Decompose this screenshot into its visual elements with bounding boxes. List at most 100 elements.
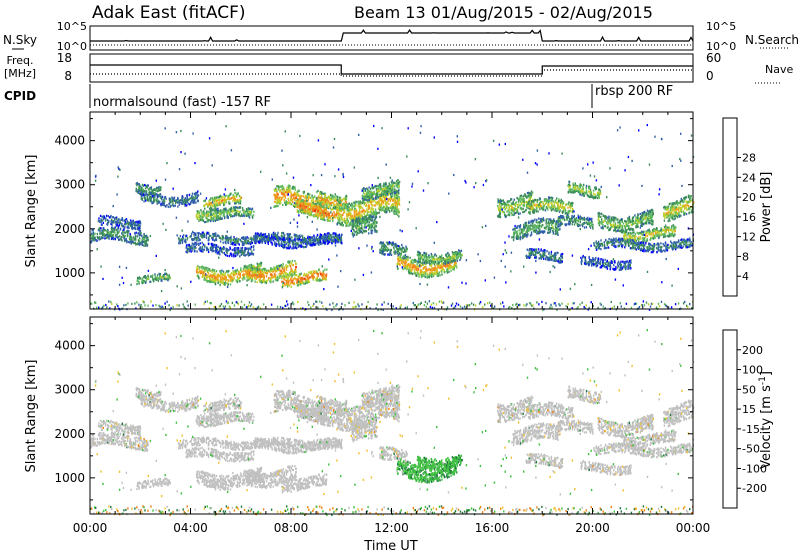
power-cell-995 [168, 198, 171, 201]
power-cell-732 [122, 219, 124, 222]
power-cell-2911 [355, 214, 357, 217]
power-cell-764 [110, 222, 112, 225]
power-cell-3607 [233, 238, 235, 241]
power-cell-363 [134, 236, 137, 240]
power-cell-2211 [323, 215, 326, 218]
power-cell-217 [470, 302, 473, 305]
power-cell-2232 [328, 213, 330, 216]
power-cell-3981 [218, 252, 220, 255]
power-cell-1399 [204, 199, 207, 202]
power-cell-312 [643, 304, 646, 307]
power-cell-1431 [236, 200, 239, 203]
power-cell-1714 [287, 197, 289, 200]
noise-left-tick-top: 10^5 [57, 20, 87, 33]
power-cell-3608 [179, 240, 181, 243]
power-cell-178 [416, 305, 418, 308]
power-cell-4655 [238, 271, 240, 274]
power-cell-161 [381, 303, 383, 306]
power-cell-4150 [336, 236, 338, 239]
power-cell-474 [134, 241, 137, 244]
power-cell-4333 [292, 244, 294, 247]
power-cell-1145 [159, 189, 162, 192]
power-cell-4346 [260, 238, 263, 241]
power-cell-1902 [303, 190, 305, 193]
power-cell-3105 [368, 199, 370, 202]
power-cell-1007 [181, 199, 183, 202]
power-cell-2921 [350, 215, 352, 218]
power-cell-42 [158, 304, 160, 307]
power-cell-499 [118, 235, 121, 238]
power-cell-4030 [241, 247, 243, 250]
power-cell-615 [90, 240, 92, 243]
power-cell-1439 [223, 201, 226, 204]
power-cell-1170 [208, 211, 210, 214]
power-cell-789 [130, 221, 133, 225]
power-cell-337 [689, 303, 691, 306]
power-cell-3050 [388, 210, 391, 213]
power-cell-194 [437, 308, 440, 311]
power-cell-2425 [320, 194, 323, 197]
power-cell-758 [114, 217, 117, 220]
power-cell-2319 [335, 199, 337, 202]
power-cell-2757 [345, 207, 347, 210]
power-cell-2691 [386, 209, 388, 212]
power-cell-485 [135, 235, 137, 238]
power-cell-618 [130, 239, 132, 242]
power-cell-1947 [274, 200, 276, 203]
power-cell-777 [100, 218, 102, 221]
power-cell-4659 [234, 272, 236, 275]
power-cell-1561 [230, 213, 233, 216]
power-cell-2217 [306, 199, 308, 202]
power-cell-4649 [256, 262, 258, 265]
power-cell-1237 [215, 211, 218, 214]
power-cell-2339 [320, 201, 323, 204]
power-cell-987 [141, 197, 143, 200]
power-cell-2226 [296, 200, 298, 203]
power-cell-4096 [274, 241, 276, 244]
power-cell-4277 [255, 240, 257, 243]
power-cell-3010 [341, 216, 343, 219]
power-cell-565 [115, 235, 117, 238]
power-cell-3775 [189, 235, 191, 238]
power-cell-4326 [298, 243, 300, 246]
power-cell-2090 [326, 206, 328, 209]
power-cell-68 [213, 305, 215, 308]
freq-label-2: [MHz] [4, 67, 36, 80]
power-cell-1218 [214, 215, 216, 218]
power-cell-3613 [185, 241, 187, 244]
power-cell-776 [139, 227, 141, 230]
power-cell-983 [165, 197, 167, 200]
power-cell-836 [194, 194, 197, 197]
power-cell-162 [382, 308, 384, 311]
power-cell-49 [168, 304, 170, 307]
power-cell-1656 [291, 194, 294, 197]
power-cell-4593 [243, 273, 245, 276]
power-cell-3967 [215, 251, 217, 254]
power-cell-1582 [249, 207, 251, 210]
power-cell-1531 [226, 215, 228, 218]
power-cell-4734 [233, 274, 235, 277]
power-cell-1884 [312, 197, 314, 201]
power-cell-13 [108, 300, 110, 303]
power-cell-2172 [323, 214, 326, 217]
power-cell-92 [247, 304, 250, 307]
power-cell-2935 [398, 198, 401, 201]
power-cell-3998 [217, 245, 219, 248]
power-cell-2384 [321, 192, 323, 195]
power-cell-4033 [311, 236, 313, 239]
power-cell-2254 [332, 215, 335, 218]
power-cell-1297 [203, 199, 205, 203]
power-cell-1710 [290, 191, 292, 194]
power-cell-1446 [242, 209, 244, 212]
power-cell-2872 [383, 196, 385, 199]
power-cell-249 [530, 303, 532, 306]
power-cell-2238 [303, 210, 306, 213]
power-cell-422 [143, 240, 145, 243]
power-cell-3037 [337, 217, 339, 220]
power-cell-1410 [238, 202, 240, 205]
power-cell-1197 [209, 216, 212, 219]
power-cell-4664 [221, 273, 223, 276]
power-cell-1838 [310, 199, 313, 202]
power-cell-3966 [195, 242, 198, 245]
power-cell-2823 [355, 209, 358, 212]
